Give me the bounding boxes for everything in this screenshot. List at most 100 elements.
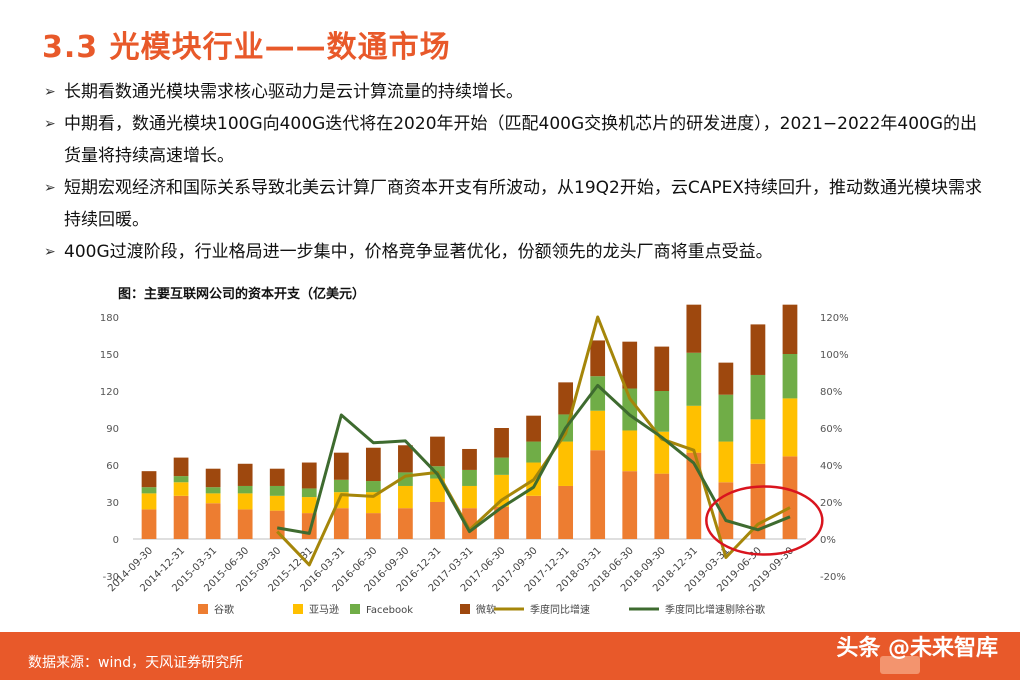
legend-label: Facebook <box>366 605 413 616</box>
y2-tick-label: 100% <box>820 350 849 361</box>
bar-segment <box>590 450 606 539</box>
bar-segment <box>686 352 702 406</box>
bullet-item: 长期看数通光模块需求核心驱动力是云计算流量的持续增长。 <box>44 76 984 108</box>
bar-segment <box>205 487 221 494</box>
tianfeng-logo-icon <box>880 656 920 674</box>
bar-segment <box>237 493 253 510</box>
y-tick-label: 30 <box>106 498 119 509</box>
bar-segment <box>398 485 413 509</box>
bar-segment <box>558 441 574 486</box>
bar-segment <box>301 488 317 498</box>
bar-segment <box>622 430 638 472</box>
bullet-item: 短期宏观经济和国际关系导致北美云计算厂商资本开支有所波动，从19Q2开始，云CA… <box>44 172 984 236</box>
bullet-item: 中期看，数通光模块100G向400G迭代将在2020年开始（匹配400G交换机芯… <box>44 108 984 172</box>
bar-segment <box>622 471 638 539</box>
y2-tick-label: 120% <box>820 313 849 324</box>
legend-swatch <box>198 604 208 614</box>
bar-segment <box>686 304 702 353</box>
bar-segment <box>333 452 349 480</box>
bar-segment <box>654 346 670 391</box>
bar-segment <box>237 485 253 494</box>
series-line <box>276 315 791 567</box>
page-title: 3.3 光模块行业——数通市场 <box>42 30 451 65</box>
bar-segment <box>301 462 317 489</box>
legend-swatch <box>460 604 470 614</box>
highlight-ellipse <box>705 485 824 556</box>
bar-segment <box>141 471 157 488</box>
y-tick-label: 120 <box>100 387 119 398</box>
bar-segment <box>654 473 670 539</box>
bar-segment <box>750 324 766 375</box>
bar-segment <box>141 487 157 494</box>
bar-segment <box>237 463 253 486</box>
bar-segment <box>558 485 574 539</box>
bar-segment <box>782 304 798 354</box>
bullet-item: 400G过渡阶段，行业格局进一步集中，价格竞争显著优化，份额领先的龙头厂商将重点… <box>44 236 984 268</box>
bar-segment <box>269 485 285 496</box>
bar-segment <box>173 476 189 483</box>
bar-segment <box>750 463 766 539</box>
bar-segment <box>398 445 413 473</box>
bar-segment <box>333 479 349 493</box>
bar-segment <box>365 513 381 539</box>
bar-segment <box>205 468 221 488</box>
bar-segment <box>590 340 606 377</box>
bar-segment <box>782 354 798 399</box>
bar-segment <box>205 493 221 504</box>
bar-segment <box>462 485 477 509</box>
bar-segment <box>718 394 734 442</box>
bar-segment <box>430 502 445 539</box>
bar-segment <box>590 376 606 411</box>
y2-tick-label: 60% <box>820 424 842 435</box>
bar-segment <box>718 441 734 483</box>
legend-label: 亚马逊 <box>309 604 339 616</box>
bar-segment <box>365 481 381 493</box>
bar-segment <box>782 456 798 539</box>
bar-segment <box>430 436 445 467</box>
bullet-list: 长期看数通光模块需求核心驱动力是云计算流量的持续增长。 中期看，数通光模块100… <box>44 76 984 268</box>
bar-segment <box>462 508 477 539</box>
bar-segment <box>141 509 157 539</box>
bar-segment <box>430 478 445 502</box>
bar-segment <box>558 382 574 415</box>
watermark: 头条 @未来智库 <box>836 636 998 661</box>
bar-segment <box>462 448 477 470</box>
y-tick-label: 150 <box>100 350 119 361</box>
y2-tick-label: -20% <box>820 572 846 583</box>
legend-label: 季度同比增速剔除谷歌 <box>665 603 765 616</box>
bar-segment <box>269 495 285 511</box>
y2-tick-label: 80% <box>820 387 842 398</box>
bar-segment <box>686 452 702 539</box>
footer-source: 数据来源：wind，天风证券研究所 <box>28 655 244 671</box>
legend-label: 谷歌 <box>214 603 234 616</box>
y-tick-label: 180 <box>100 313 119 324</box>
y2-tick-label: 40% <box>820 461 842 472</box>
y2-tick-label: 0% <box>820 535 836 546</box>
y-tick-label: 60 <box>106 461 119 472</box>
legend-label: 季度同比增速 <box>530 603 590 616</box>
bar-segment <box>526 441 541 463</box>
bar-segment <box>237 509 253 539</box>
bar-segment <box>173 457 189 477</box>
bar-segment <box>269 468 285 486</box>
bar-segment <box>782 398 798 457</box>
legend-label: 微软 <box>476 603 496 616</box>
y-tick-label: 0 <box>113 535 119 546</box>
bar-segment <box>494 506 509 539</box>
capex-chart: -30 0 30 60 90 120 150 180 -20% 0% 20% 40% 60% 80% 100… <box>100 304 849 616</box>
bar-segment <box>333 508 349 539</box>
bar-segment <box>494 474 509 507</box>
legend-swatch <box>293 604 303 614</box>
bar-segment <box>590 410 606 451</box>
bar-segment <box>205 503 221 539</box>
bar-segment <box>622 341 638 389</box>
bar-segment <box>526 415 541 442</box>
bar-segment <box>622 388 638 431</box>
bar-segment <box>173 495 189 539</box>
bar-segment <box>686 405 702 453</box>
footer-bar <box>0 632 1020 680</box>
bar-segment <box>462 469 477 486</box>
bar-segment <box>494 428 509 458</box>
bar-segment <box>750 419 766 464</box>
y2-tick-label: 20% <box>820 498 842 509</box>
